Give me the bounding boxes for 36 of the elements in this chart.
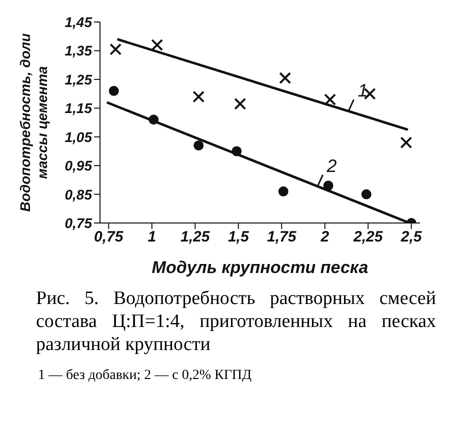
x-tick-label: 2,25: [352, 228, 384, 246]
y-tick-label: 1,05: [64, 128, 92, 145]
point: [361, 189, 372, 200]
point: [194, 140, 204, 150]
y-tick-label: 1,45: [64, 14, 92, 30]
point: [324, 94, 336, 106]
x-tick-label: 1,75: [267, 228, 297, 246]
point: [192, 90, 205, 103]
y-tick-label: 1,15: [64, 100, 92, 116]
point: [234, 98, 246, 110]
x-tick-label: 2: [320, 228, 330, 246]
point: [323, 180, 334, 191]
point: [232, 146, 242, 156]
x-tick-label: 1,25: [180, 228, 210, 246]
x-tick-label: 1: [148, 228, 156, 246]
text: 1 — без добавки; 2 — с 0,2% КГПД: [38, 368, 253, 384]
series-label: 1: [358, 80, 368, 101]
point: [400, 136, 412, 149]
x-tick-label: 0,75: [94, 228, 124, 246]
series-label: 2: [326, 156, 337, 176]
x-tick-label: 2,5: [400, 228, 422, 246]
y-tick-label: 0,95: [64, 158, 92, 174]
y-tick-label: 1,25: [64, 71, 92, 88]
point: [108, 86, 119, 96]
text: Рис. 5. Водопотребность растворных смесей состава Ц:П=1:4, приготовленных на песках различной крупности: [36, 287, 436, 356]
point: [278, 186, 288, 196]
y-tick-label: 1,35: [64, 42, 92, 59]
point: [151, 38, 164, 51]
point: [110, 43, 122, 56]
x-axis-title: Модуль крупности песка: [152, 258, 368, 277]
point: [148, 114, 159, 125]
y-tick-label: 0,85: [64, 186, 92, 202]
y-tick-label: 0,75: [64, 214, 92, 231]
point: [279, 72, 292, 84]
x-tick-label: 1,5: [228, 228, 250, 246]
y-axis-title: Водопотребность, доли массы цемента: [17, 32, 50, 212]
